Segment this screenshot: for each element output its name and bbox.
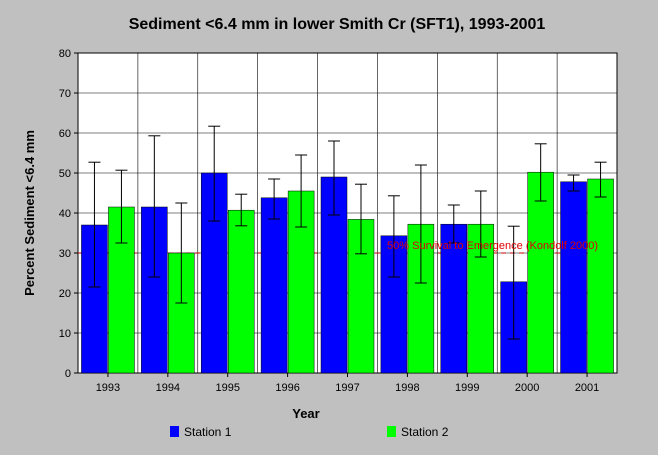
x-tick-label: 2000 <box>515 382 539 394</box>
reference-line-label: 50% Survival to Emergence (Kondolf 2000) <box>387 240 598 252</box>
y-tick-label: 60 <box>59 128 71 140</box>
reference-label-group: 50% Survival to Emergence (Kondolf 2000) <box>387 240 598 252</box>
bar-station-2 <box>587 178 614 374</box>
x-axis-label: Year <box>292 406 319 421</box>
y-axis-label: Percent Sediment <6.4 mm <box>22 130 37 296</box>
bar-station-1 <box>260 197 288 374</box>
x-tick-label: 1996 <box>275 382 299 394</box>
x-tick-label: 1995 <box>215 382 239 394</box>
chart-title: Sediment <6.4 mm in lower Smith Cr (SFT1… <box>129 16 546 33</box>
legend-swatch-station-2 <box>387 426 396 437</box>
x-tick-label: 1993 <box>96 382 120 394</box>
legend-label: Station 1 <box>184 425 232 439</box>
legend-label: Station 2 <box>401 425 449 439</box>
x-tick-label: 1997 <box>335 382 359 394</box>
y-tick-label: 70 <box>59 88 71 100</box>
legend: Station 1 Station 2 <box>170 425 449 439</box>
x-tick-label: 2001 <box>575 382 599 394</box>
bar-station-1 <box>560 181 587 374</box>
bar-station-2 <box>227 209 255 374</box>
x-tick-label: 1994 <box>156 382 180 394</box>
x-tick-label: 1998 <box>395 382 419 394</box>
y-tick-label: 10 <box>59 328 71 340</box>
legend-swatch-station-1 <box>170 426 179 437</box>
axes: 0 10 20 30 40 50 60 70 80 1993 1994 1995 1996 1997 199… <box>59 48 600 394</box>
y-tick-label: 0 <box>65 368 71 380</box>
error-bars <box>88 125 607 340</box>
bar-station-1 <box>440 223 468 374</box>
y-tick-label: 30 <box>59 248 71 260</box>
bar-station-2 <box>527 171 554 374</box>
y-tick-label: 80 <box>59 48 71 60</box>
y-tick-label: 20 <box>59 288 71 300</box>
y-tick-label: 50 <box>59 168 71 180</box>
x-tick-label: 1999 <box>455 382 479 394</box>
y-tick-label: 40 <box>59 208 71 220</box>
